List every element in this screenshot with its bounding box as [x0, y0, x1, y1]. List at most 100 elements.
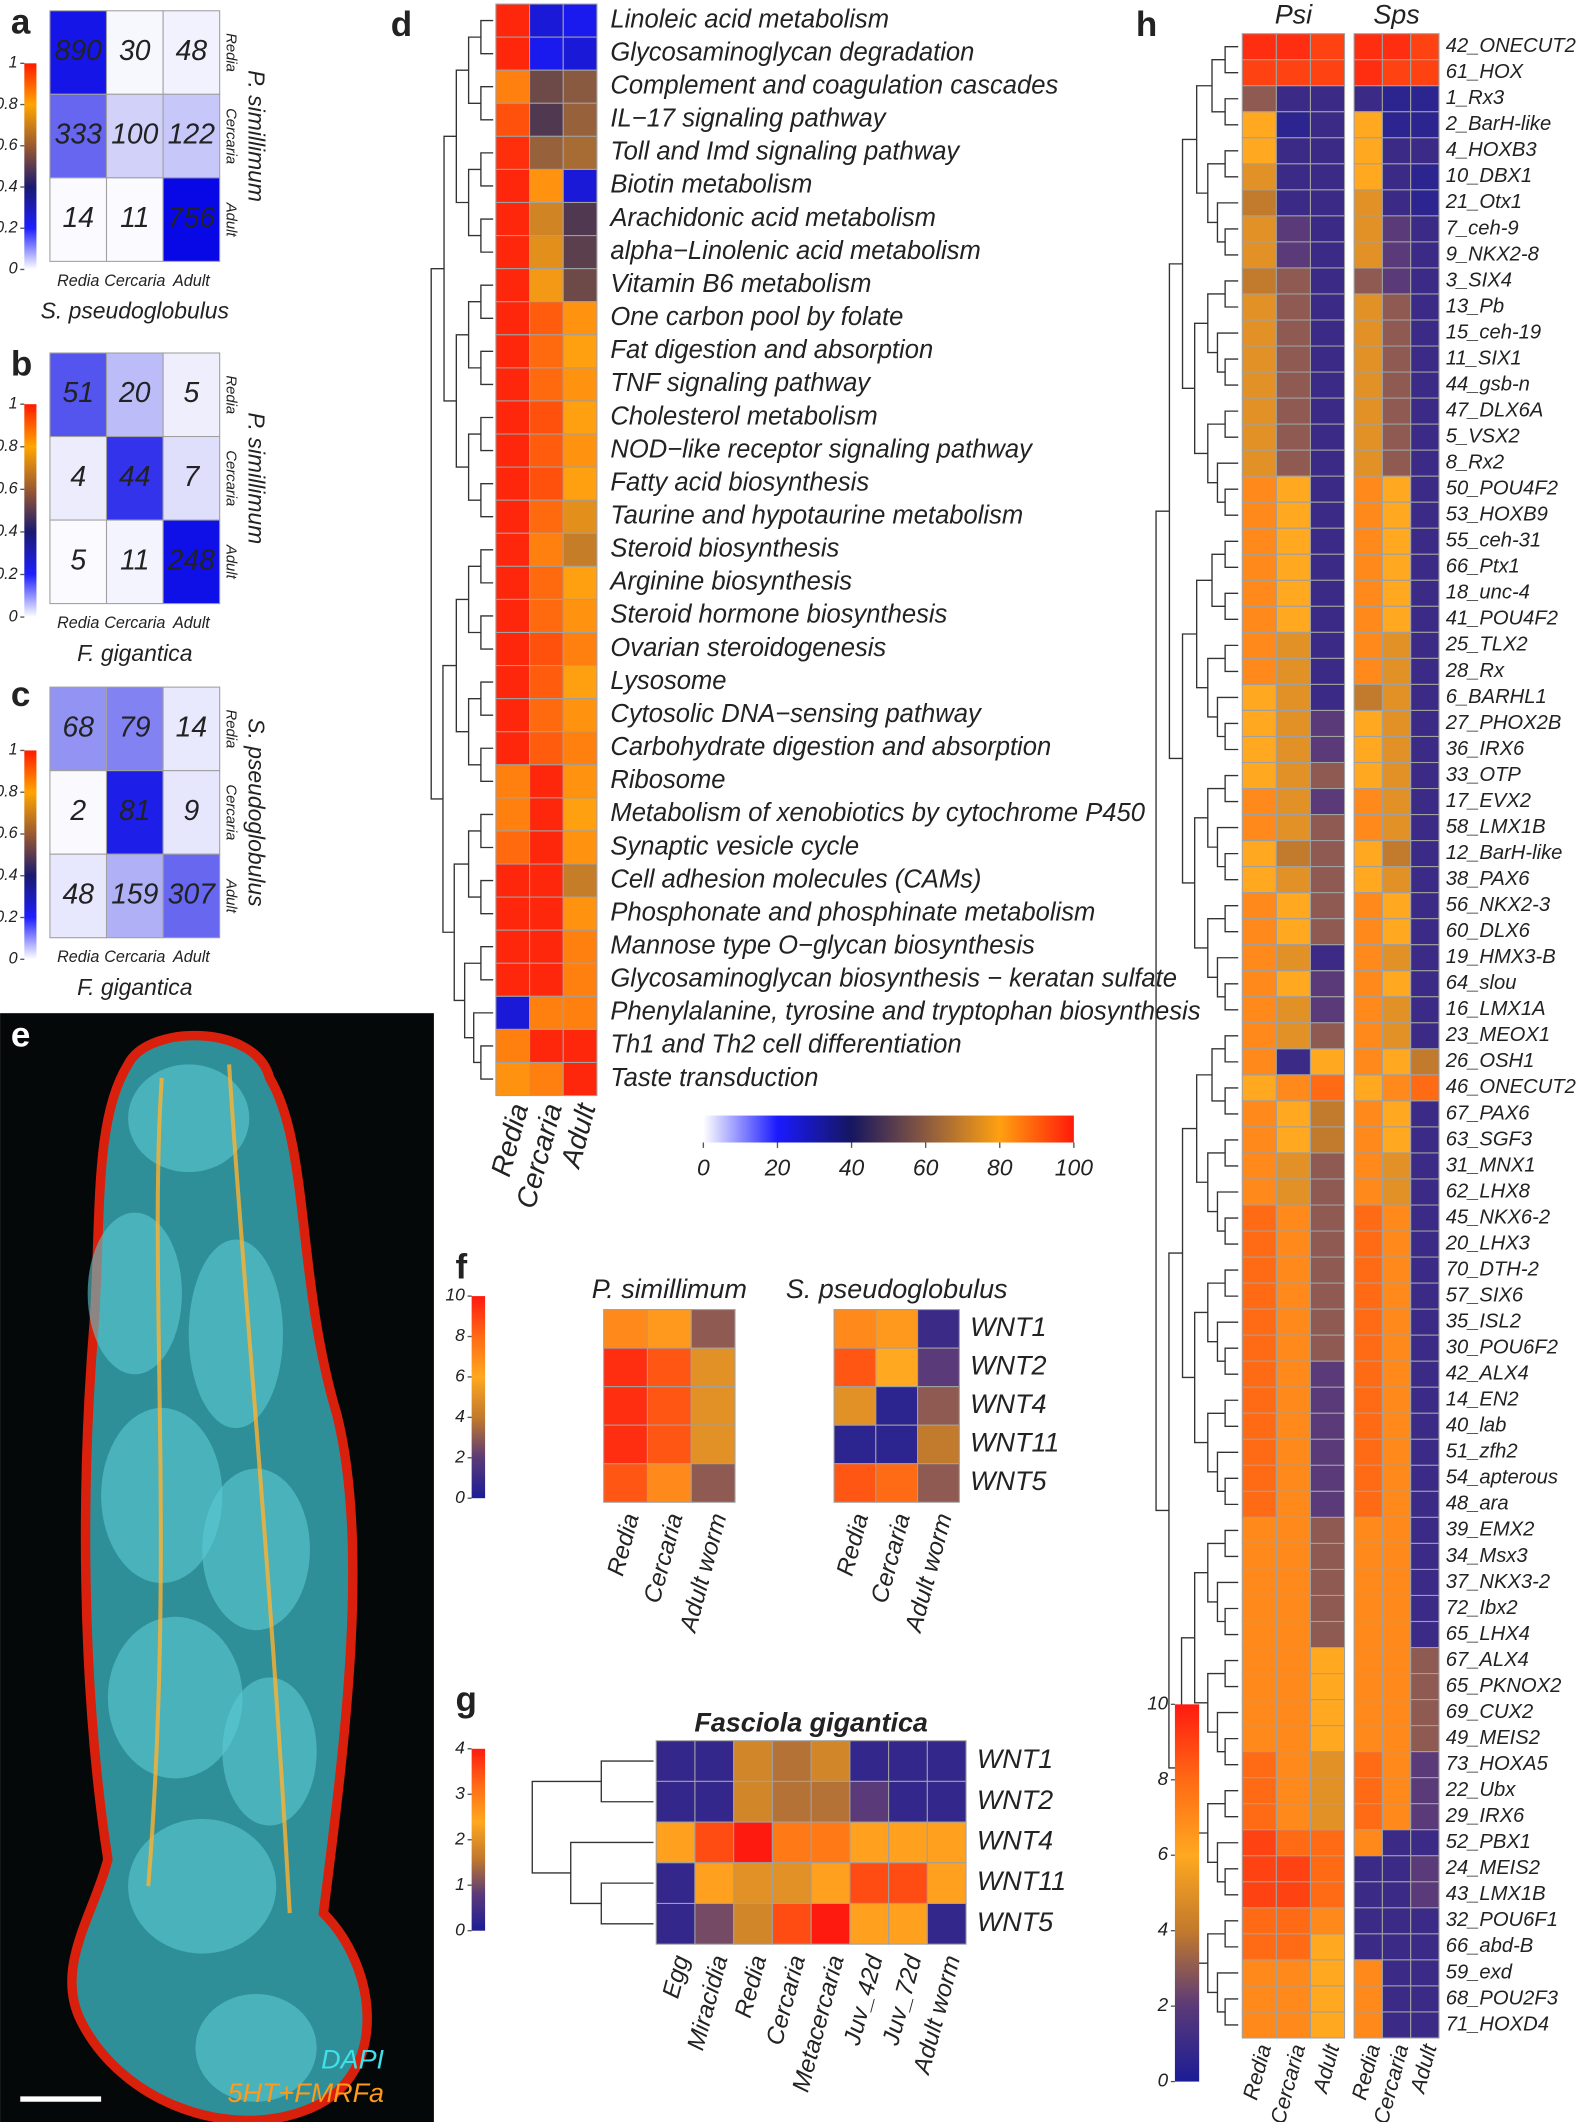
dendrogram-branch	[480, 350, 494, 386]
dendrogram-branch	[1224, 150, 1239, 178]
heatmap-cell	[1353, 1412, 1383, 1440]
heatmap-cell	[562, 698, 598, 733]
heatmap-cell	[1275, 59, 1311, 87]
row-label: Th1 and Th2 cell differentiation	[610, 1031, 961, 1059]
heatmap-cell	[888, 1780, 928, 1823]
cell-value: 890	[55, 34, 102, 66]
dendrogram-branch	[1216, 957, 1239, 998]
column-label: Adult	[172, 614, 211, 632]
heatmap-cell	[1241, 918, 1277, 946]
heatmap-cell	[1241, 1074, 1277, 1102]
heatmap-cell	[1309, 1360, 1346, 1388]
heatmap-cell	[1309, 59, 1346, 87]
heatmap-cell	[1241, 1438, 1277, 1466]
micrograph-cell	[107, 1616, 243, 1779]
heatmap-cell	[1275, 1516, 1311, 1544]
heatmap-cell	[733, 1740, 773, 1782]
row-label: Vitamin B6 metabolism	[610, 270, 871, 298]
row-label: 69_CUX2	[1446, 1701, 1534, 1723]
heatmap-cell	[1275, 189, 1311, 217]
heatmap-cell	[1241, 814, 1277, 842]
cell-value: 5	[70, 543, 86, 575]
heatmap-cell	[1353, 1933, 1383, 1961]
heatmap-cell	[771, 1780, 812, 1823]
heatmap-cell	[875, 1463, 919, 1503]
dendrogram-branch	[1207, 1672, 1226, 1733]
cell-value: 307	[168, 877, 216, 909]
dendrogram-branch	[1224, 488, 1239, 516]
micrograph-cell	[87, 1212, 182, 1375]
row-label: Phenylalanine, tyrosine and tryptophan b…	[610, 998, 1200, 1026]
dendrogram-branch	[467, 830, 481, 898]
column-label: Redia	[832, 1511, 874, 1579]
dendrogram-branch	[467, 697, 481, 766]
heatmap-cell	[1410, 1230, 1440, 1258]
heatmap-cell	[833, 1386, 877, 1426]
cell-value: 44	[119, 460, 150, 492]
heatmap-cell	[1410, 1881, 1440, 1909]
heatmap-cell	[495, 102, 531, 137]
dendrogram-branch	[1207, 423, 1226, 484]
heatmap-cell	[1241, 605, 1277, 633]
heatmap-cell	[1381, 788, 1412, 816]
heatmap-cell	[1410, 1907, 1440, 1935]
heatmap-cell	[1275, 605, 1311, 633]
dendrogram-branch	[480, 879, 494, 915]
heatmap-cell	[1353, 918, 1383, 946]
heatmap-cell	[1275, 735, 1311, 764]
heatmap-cell	[1241, 85, 1277, 113]
heatmap-cell	[694, 1740, 735, 1782]
colorbar-tick-label: 6	[1158, 1843, 1169, 1864]
heatmap-cell	[105, 435, 164, 521]
heatmap-cell	[1410, 2011, 1440, 2039]
row-label: 68_POU2F3	[1446, 1987, 1559, 2009]
heatmap-cell	[694, 1821, 735, 1864]
heatmap-cell	[529, 268, 564, 303]
colorbar-tick-label: 1	[9, 741, 18, 759]
heatmap-cell	[49, 93, 108, 179]
heatmap-cell	[1381, 683, 1412, 711]
heatmap-cell	[1353, 709, 1383, 738]
dendrogram-branch	[1207, 787, 1226, 848]
row-label: 48_ara	[1446, 1493, 1509, 1515]
dendrogram-branch	[1216, 202, 1239, 243]
dendrogram-branch	[1216, 1451, 1239, 1493]
row-label: 66_abd-B	[1446, 1935, 1534, 1957]
heatmap-cell	[1275, 85, 1311, 113]
heatmap-cell	[1410, 1933, 1440, 1961]
heatmap-cell	[1275, 1673, 1311, 1701]
heatmap-cell	[1381, 1907, 1412, 1935]
row-label: 2_BarH-like	[1445, 113, 1551, 135]
heatmap-cell	[1309, 1048, 1346, 1076]
heatmap-cell	[1309, 1751, 1346, 1779]
heatmap-cell	[1309, 605, 1346, 633]
row-label: 65_PKNOX2	[1446, 1675, 1562, 1697]
heatmap-cell	[1275, 33, 1311, 61]
dendrogram-branch	[1224, 1790, 1239, 1818]
heatmap-cell	[1275, 1464, 1311, 1492]
heatmap-cell	[690, 1424, 736, 1465]
heatmap-cell	[1410, 866, 1440, 894]
heatmap-cell	[562, 301, 598, 336]
heatmap-cell	[1275, 996, 1311, 1024]
dendrogram-branch	[1207, 1542, 1226, 1603]
heatmap-cell	[562, 135, 598, 170]
heatmap-cell	[1381, 1725, 1412, 1753]
heatmap-cell	[1275, 2011, 1311, 2039]
heatmap-cell	[1353, 761, 1383, 790]
heatmap-cell	[1309, 1803, 1346, 1831]
row-label: 6_BARHL1	[1446, 686, 1547, 708]
heatmap-cell	[1241, 631, 1277, 659]
heatmap-cell	[1353, 657, 1383, 685]
heatmap-cell	[1275, 345, 1311, 373]
dendrogram-branch	[480, 482, 494, 518]
heatmap-cell	[1241, 1204, 1277, 1232]
heatmap-cell	[1309, 1907, 1346, 1935]
row-label: Cercaria	[223, 108, 239, 164]
colorbar-tick-label: 0	[697, 1155, 710, 1181]
colorbar-tick-label: 0.2	[0, 218, 18, 236]
heatmap-cell	[1410, 1985, 1440, 2013]
heatmap-cell	[1353, 163, 1383, 191]
colorbar-tick-label: 1	[455, 1874, 465, 1894]
heatmap-cell	[562, 896, 598, 931]
